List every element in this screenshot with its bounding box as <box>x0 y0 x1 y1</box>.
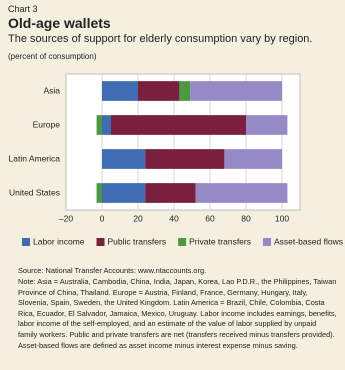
bar-segment <box>96 115 102 135</box>
y-tick-label: Europe <box>33 119 61 129</box>
bar-segment <box>224 149 282 169</box>
y-tick-label: United States <box>9 187 60 197</box>
y-tick-label: Latin America <box>9 153 61 163</box>
chart-label: Chart 3 <box>8 4 38 14</box>
source: Source: National Transfer Accounts: www.… <box>18 266 207 275</box>
x-tick-label: –20 <box>59 213 73 223</box>
y-tick-label: Asia <box>43 85 60 95</box>
bar-segment <box>138 81 180 101</box>
x-tick-label: 20 <box>133 213 143 223</box>
bar-segment <box>195 183 288 203</box>
unit-note: (percent of consumption) <box>8 52 97 61</box>
bar-segment <box>111 115 246 135</box>
x-tick-label: 0 <box>100 213 105 223</box>
chart-title: Old-age wallets <box>8 15 111 31</box>
chart-subtitle: The sources of support for elderly consu… <box>8 33 313 45</box>
legend-swatch <box>178 238 187 246</box>
bar-segment <box>145 149 225 169</box>
bar-segment <box>145 183 196 203</box>
bar-segment <box>246 115 288 135</box>
chart: –20 0 20 40 60 80 100 Asia Europe Latin America Un… <box>9 73 343 246</box>
x-tick-label: 60 <box>205 213 215 223</box>
legend-label: Private transfers <box>189 236 251 246</box>
bar-segment <box>102 183 146 203</box>
bar-segment <box>102 115 111 135</box>
legend-swatch <box>22 238 30 246</box>
bar-segment <box>96 183 102 203</box>
legend-label: Public transfers <box>108 236 167 246</box>
x-tick-label: 40 <box>169 213 179 223</box>
x-tick-label: 80 <box>241 213 251 223</box>
bar-segment <box>102 149 146 169</box>
legend-label: Asset-based flows <box>274 236 343 246</box>
legend-label: Labor income <box>33 236 85 246</box>
bar-segment <box>102 81 138 101</box>
legend-swatch <box>263 238 271 246</box>
note: Note: Asia = Australia, Cambodia, China,… <box>18 277 337 350</box>
legend-swatch <box>96 238 105 246</box>
bar-segment <box>179 81 191 101</box>
x-tick-label: 100 <box>275 213 289 223</box>
bar-segment <box>190 81 282 101</box>
